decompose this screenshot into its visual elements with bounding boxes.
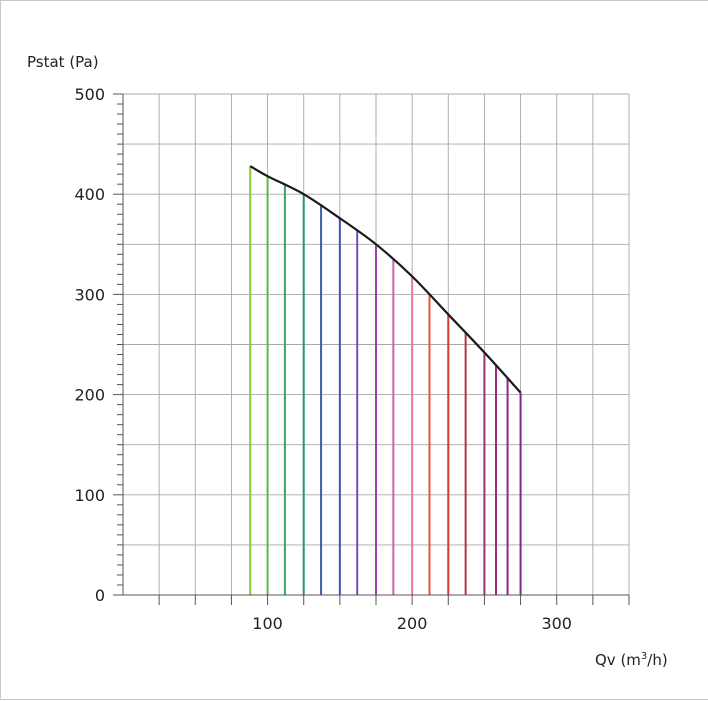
y-tick-label: 100 <box>74 486 105 505</box>
x-axis-title: Qv (m3/h) <box>595 651 668 669</box>
y-axis-title: Pstat (Pa) <box>27 53 99 71</box>
x-axis-title-base: Qv (m <box>595 651 641 669</box>
axes <box>113 93 630 605</box>
y-tick-label: 200 <box>74 386 105 405</box>
y-tick-label: 0 <box>95 586 105 605</box>
pressure-curve <box>249 165 522 394</box>
flow-stems <box>249 166 522 595</box>
x-tick-labels: 100 200 300 <box>252 614 572 633</box>
x-axis-title-sup: 3 <box>641 651 647 662</box>
y-tick-label: 400 <box>74 185 105 204</box>
x-tick-label: 300 <box>541 614 572 633</box>
y-tick-label: 300 <box>74 285 105 304</box>
y-tick-label: 500 <box>74 85 105 104</box>
y-tick-labels: 0 100 200 300 400 500 <box>74 85 105 605</box>
x-tick-label: 100 <box>252 614 283 633</box>
x-tick-label: 200 <box>397 614 428 633</box>
x-axis-title-tail: /h) <box>647 651 667 669</box>
